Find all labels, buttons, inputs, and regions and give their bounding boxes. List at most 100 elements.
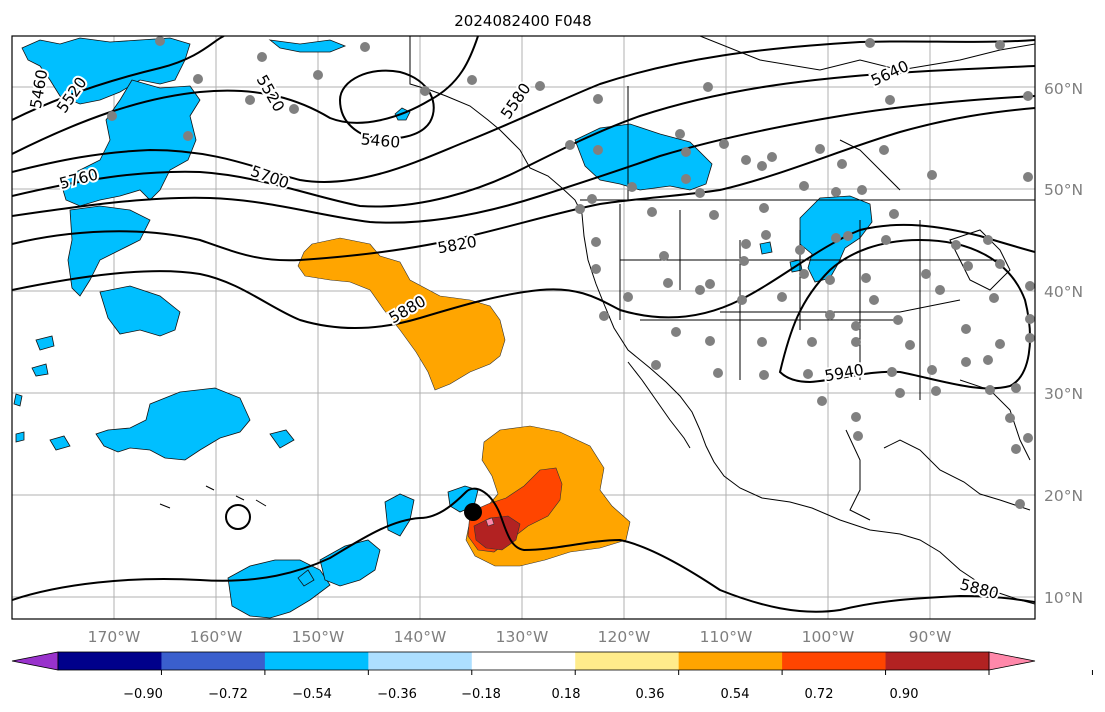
colorbar-tick-label: 0.36 bbox=[636, 687, 665, 702]
station-marker bbox=[467, 75, 477, 85]
station-marker bbox=[881, 235, 891, 245]
lon-label: 160°W bbox=[190, 628, 243, 646]
station-marker bbox=[705, 336, 715, 346]
station-marker bbox=[869, 295, 879, 305]
colorbar-tick-label: 0.72 bbox=[805, 687, 834, 702]
colorbar: −0.90 −0.72 −0.54 −0.36 −0.18 0.18 0.36 … bbox=[11, 651, 1093, 702]
station-marker bbox=[815, 144, 825, 154]
station-marker bbox=[675, 129, 685, 139]
station-marker bbox=[599, 311, 609, 321]
lon-label: 120°W bbox=[598, 628, 651, 646]
contour-label: 5580 bbox=[497, 80, 534, 123]
colorbar-tick-label: 0.90 bbox=[890, 687, 919, 702]
station-marker bbox=[843, 231, 853, 241]
station-marker bbox=[961, 357, 971, 367]
station-marker bbox=[593, 145, 603, 155]
contour-label: 5880 bbox=[958, 575, 1001, 603]
station-marker bbox=[1025, 333, 1035, 343]
station-marker bbox=[591, 237, 601, 247]
station-marker bbox=[713, 368, 723, 378]
coastlines bbox=[159, 36, 1035, 605]
contour-label: 5940 bbox=[823, 361, 865, 386]
station-marker bbox=[879, 145, 889, 155]
station-marker bbox=[995, 40, 1005, 50]
colorbar-cell bbox=[264, 652, 369, 670]
station-marker bbox=[107, 111, 117, 121]
station-marker bbox=[951, 240, 961, 250]
lon-label: 150°W bbox=[292, 628, 345, 646]
lat-label: 50°N bbox=[1044, 181, 1083, 199]
colorbar-tick-label: 0.54 bbox=[721, 687, 750, 702]
lon-label: 140°W bbox=[394, 628, 447, 646]
station-marker bbox=[851, 337, 861, 347]
map-area: 5460 5520 5520 5460 5580 5640 5760 5700 … bbox=[12, 36, 1035, 619]
station-marker bbox=[681, 174, 691, 184]
station-marker bbox=[719, 139, 729, 149]
station-marker bbox=[245, 95, 255, 105]
station-marker bbox=[761, 230, 771, 240]
colorbar-cell bbox=[161, 652, 266, 670]
station-marker bbox=[831, 233, 841, 243]
station-marker bbox=[1025, 314, 1035, 324]
station-marker bbox=[695, 188, 705, 198]
station-marker bbox=[627, 182, 637, 192]
station-marker bbox=[885, 95, 895, 105]
station-marker bbox=[1023, 172, 1033, 182]
station-marker bbox=[593, 94, 603, 104]
station-marker bbox=[851, 412, 861, 422]
station-marker bbox=[705, 279, 715, 289]
station-marker bbox=[963, 261, 973, 271]
colorbar-left-extension bbox=[11, 651, 59, 671]
lon-label: 100°W bbox=[802, 628, 855, 646]
station-marker bbox=[741, 239, 751, 249]
station-marker bbox=[663, 278, 673, 288]
station-marker bbox=[759, 370, 769, 380]
station-marker bbox=[831, 187, 841, 197]
station-marker bbox=[671, 327, 681, 337]
map-title: 2024082400 F048 bbox=[454, 12, 591, 30]
station-marker bbox=[1011, 383, 1021, 393]
station-marker bbox=[183, 131, 193, 141]
latitude-labels: 60°N 50°N 40°N 30°N 20°N 10°N bbox=[1044, 80, 1083, 607]
station-marker bbox=[591, 264, 601, 274]
colorbar-cell bbox=[58, 652, 162, 670]
station-marker bbox=[927, 365, 937, 375]
station-marker bbox=[1023, 433, 1033, 443]
station-marker bbox=[985, 385, 995, 395]
station-marker bbox=[807, 337, 817, 347]
station-marker bbox=[739, 256, 749, 266]
lat-label: 60°N bbox=[1044, 80, 1083, 98]
station-marker bbox=[360, 42, 370, 52]
colorbar-cell bbox=[782, 652, 887, 670]
station-marker bbox=[895, 388, 905, 398]
station-marker bbox=[1015, 499, 1025, 509]
lon-label: 170°W bbox=[88, 628, 141, 646]
station-marker bbox=[921, 269, 931, 279]
colorbar-tick-labels: −0.90 −0.72 −0.54 −0.36 −0.18 0.18 0.36 … bbox=[123, 687, 918, 702]
station-marker bbox=[1025, 281, 1035, 291]
station-marker bbox=[757, 161, 767, 171]
lat-label: 20°N bbox=[1044, 487, 1083, 505]
station-marker bbox=[313, 70, 323, 80]
station-marker bbox=[420, 86, 430, 96]
station-marker bbox=[995, 259, 1005, 269]
station-marker bbox=[737, 295, 747, 305]
positive-anomaly-shading bbox=[297, 237, 631, 567]
lon-label: 130°W bbox=[496, 628, 549, 646]
station-marker bbox=[905, 340, 915, 350]
colorbar-tick-label: −0.90 bbox=[123, 687, 163, 702]
station-marker bbox=[757, 337, 767, 347]
colorbar-right-extension bbox=[988, 651, 1036, 671]
lat-label: 40°N bbox=[1044, 283, 1083, 301]
station-marker bbox=[777, 292, 787, 302]
height-contours bbox=[12, 36, 1035, 613]
station-marker bbox=[995, 339, 1005, 349]
station-marker bbox=[647, 207, 657, 217]
station-marker bbox=[887, 367, 897, 377]
station-marker bbox=[767, 152, 777, 162]
station-marker bbox=[861, 273, 871, 283]
station-marker bbox=[989, 293, 999, 303]
station-marker bbox=[759, 203, 769, 213]
station-marker bbox=[623, 292, 633, 302]
